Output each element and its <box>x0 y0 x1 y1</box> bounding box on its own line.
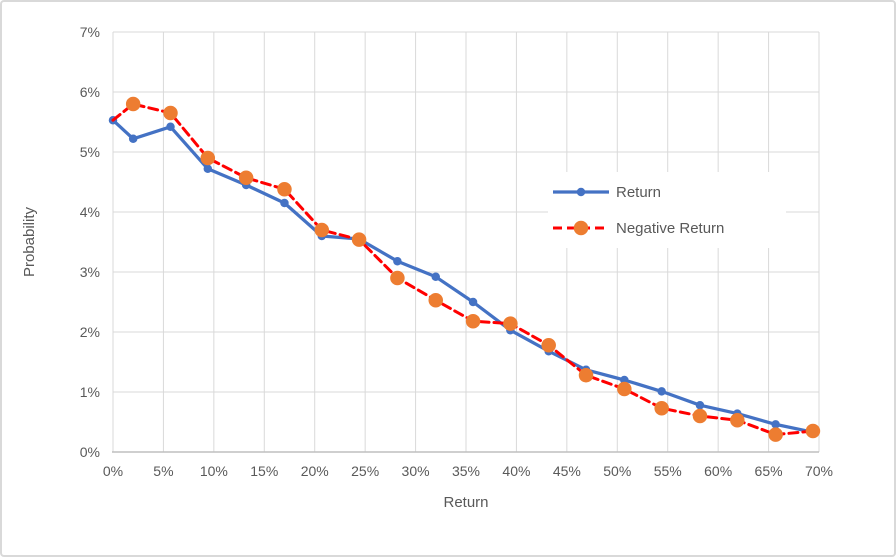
legend-entry-negative-return: Negative Return <box>552 219 786 237</box>
negative-return-marker <box>314 222 330 238</box>
negative-return-marker <box>805 423 821 439</box>
negative-return-marker <box>200 150 216 166</box>
return-marker <box>166 122 175 132</box>
negative-return-marker <box>351 232 367 247</box>
negative-return-marker <box>617 381 632 397</box>
negative-return-marker <box>465 313 481 329</box>
return-marker <box>280 198 289 208</box>
x-tick-label: 50% <box>603 463 631 479</box>
negative-return-marker <box>654 400 669 416</box>
y-tick-label: 2% <box>80 324 100 340</box>
x-tick-label: 0% <box>103 463 123 479</box>
negative-return-marker <box>503 316 518 331</box>
return-line <box>111 118 815 434</box>
negative-return-marker <box>768 427 783 442</box>
negative-return-marker <box>277 181 292 197</box>
legend-entry-return: Return <box>552 183 786 201</box>
return-marker <box>771 420 780 429</box>
return-marker <box>657 387 666 396</box>
negative-return-line-sample-icon <box>553 220 609 236</box>
x-tick-label: 60% <box>704 463 732 479</box>
negative-return-marker <box>390 270 405 286</box>
x-tick-label: 10% <box>200 463 228 479</box>
y-axis-title-text: Probability <box>20 206 38 278</box>
negative-return-marker <box>163 105 178 121</box>
return-marker <box>128 134 138 144</box>
negative-return-marker <box>730 412 745 428</box>
x-axis-title: Return <box>443 494 489 511</box>
negative-return-line <box>111 102 815 437</box>
legend-label-negative-return: Negative Return <box>616 219 725 237</box>
return-line-sample-icon <box>553 187 609 197</box>
legend: Return Negative Return <box>548 172 786 248</box>
y-tick-label: 5% <box>80 144 100 160</box>
negative-return-marker <box>428 292 443 308</box>
x-tick-label: 5% <box>153 463 173 479</box>
legend-label-return: Return <box>616 183 662 201</box>
x-tick-label: 70% <box>805 463 833 479</box>
negative-return-marker <box>125 96 141 112</box>
x-tick-label: 40% <box>502 463 530 479</box>
y-tick-label: 0% <box>80 444 100 460</box>
return-marker <box>468 297 478 307</box>
x-tick-label: 55% <box>654 463 682 479</box>
y-tick-label: 3% <box>80 264 100 280</box>
x-tick-label: 65% <box>755 463 783 479</box>
negative-return-marker <box>692 408 708 424</box>
y-tick-label: 6% <box>80 84 100 100</box>
negative-return-marker <box>541 337 556 353</box>
negative-return-marker <box>578 367 594 383</box>
y-tick-label: 4% <box>80 204 100 220</box>
y-tick-label: 7% <box>80 24 100 40</box>
negative-return-marker <box>238 170 254 186</box>
return-marker <box>203 164 213 174</box>
y-axis-title: Probability <box>16 32 42 452</box>
x-tick-label: 20% <box>301 463 329 479</box>
x-tick-label: 15% <box>250 463 278 479</box>
y-tick-label: 1% <box>80 384 100 400</box>
x-tick-label: 35% <box>452 463 480 479</box>
return-marker <box>431 272 440 282</box>
return-marker <box>695 400 705 410</box>
x-tick-label: 45% <box>553 463 581 479</box>
return-marker <box>393 256 402 266</box>
x-tick-label: 30% <box>402 463 430 479</box>
x-tick-label: 25% <box>351 463 379 479</box>
